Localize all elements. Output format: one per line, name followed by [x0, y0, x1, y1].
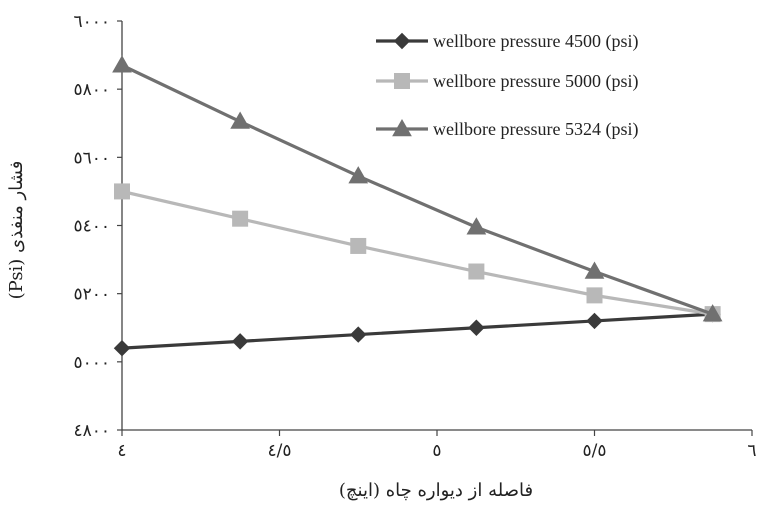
series-line [121, 63, 714, 316]
data-point [230, 111, 250, 129]
series-line [121, 189, 713, 316]
y-axis-title: فشار منفذی (Psi) [6, 161, 27, 300]
series-square [114, 183, 721, 323]
legend-marker [393, 32, 411, 50]
legend: wellbore pressure 4500 (psi) wellbore pre… [376, 31, 638, 140]
series-diamond [113, 305, 721, 357]
y-tick-label: ٥٠٠٠ [73, 353, 110, 373]
legend-item: wellbore pressure 4500 (psi) [376, 31, 638, 52]
y-tick-label: ٥٢٠٠ [73, 285, 110, 305]
data-point [586, 287, 603, 304]
data-point [350, 237, 367, 254]
y-tick-label: ٥٨٠٠ [73, 80, 110, 100]
series-triangle [112, 55, 723, 322]
data-point [466, 217, 487, 235]
legend-label: wellbore pressure 5000 (psi) [433, 71, 638, 92]
x-tick-label: ٥/٥ [583, 441, 607, 461]
legend-marker [392, 118, 412, 137]
x-tick-label: ٥ [432, 441, 441, 461]
data-point [114, 183, 130, 200]
x-axis-title: فاصله از دیواره چاه (اینچ) [339, 480, 533, 501]
legend-item: wellbore pressure 5000 (psi) [376, 71, 638, 92]
y-tick-label: ٦٠٠٠ [73, 12, 110, 32]
data-point [584, 261, 605, 279]
legend-marker [394, 73, 410, 89]
y-tick-label: ٥٤٠٠ [73, 217, 110, 237]
data-point [350, 326, 367, 343]
data-point [348, 166, 369, 184]
data-point [232, 210, 249, 227]
legend-item: wellbore pressure 5324 (psi) [376, 118, 638, 140]
series-line [121, 312, 713, 350]
x-axis-ticks: ٤ ٤/٥ ٥ ٥/٥ ٦ [117, 430, 757, 461]
data-point [586, 312, 603, 330]
y-axis-ticks: ٤٨٠٠ ٥٠٠٠ ٥٢٠٠ ٥٤٠٠ ٥٦٠٠ ٥٨٠٠ ٦٠٠٠ [73, 12, 122, 441]
legend-label: wellbore pressure 5324 (psi) [433, 119, 638, 140]
data-point [231, 333, 249, 350]
series-layer [112, 55, 723, 357]
data-point [702, 304, 723, 322]
x-tick-label: ٤/٥ [268, 441, 292, 461]
data-point [113, 339, 131, 357]
x-tick-label: ٤ [117, 441, 126, 461]
data-point [112, 55, 132, 73]
legend-label: wellbore pressure 4500 (psi) [433, 31, 638, 52]
x-tick-label: ٦ [747, 441, 756, 461]
y-tick-label: ٤٨٠٠ [73, 421, 110, 441]
y-tick-label: ٥٦٠٠ [73, 148, 110, 168]
data-point [468, 263, 485, 280]
data-point [468, 319, 485, 336]
